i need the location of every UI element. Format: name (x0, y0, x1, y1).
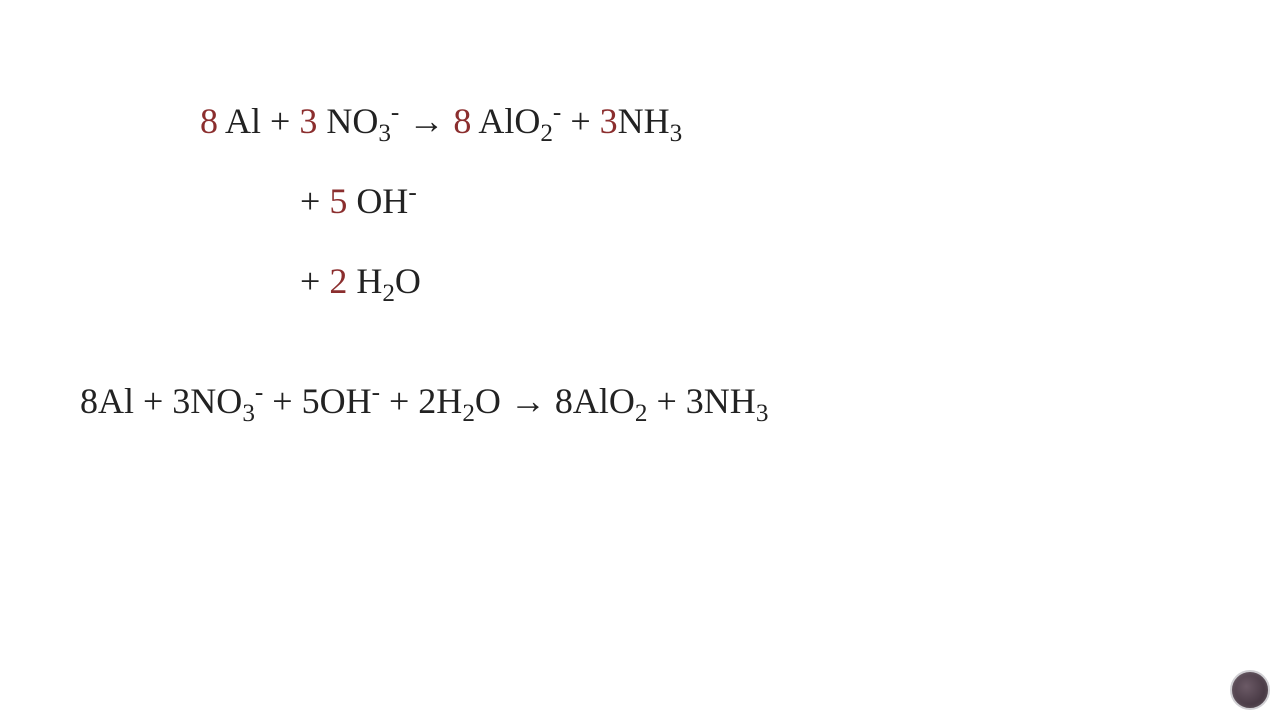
coef: 2 (329, 261, 347, 301)
corner-ornament-icon (1230, 670, 1270, 710)
txt: NO (317, 101, 378, 141)
txt: O (395, 261, 421, 301)
txt: Al + (218, 101, 299, 141)
coef: 3 (299, 101, 317, 141)
txt: 8Al + 3NO (80, 381, 242, 421)
coef: 8 (200, 101, 218, 141)
coef: 3 (600, 101, 618, 141)
txt: H (347, 261, 382, 301)
arrow: → (399, 101, 453, 141)
txt: + (300, 261, 329, 301)
equation-line-2: + 5 OH- (300, 180, 417, 223)
txt: NH (618, 101, 670, 141)
slide-canvas: 8 Al + 3 NO3- → 8 AlO2- + 3NH3 + 5 OH- +… (0, 0, 1280, 720)
sub: 2 (382, 280, 395, 307)
equation-line-4: 8Al + 3NO3- + 5OH- + 2H2O → 8AlO2 + 3NH3 (80, 380, 768, 423)
coef: 5 (329, 181, 347, 221)
sup: - (408, 179, 416, 206)
sub: 3 (670, 120, 683, 147)
equation-line-1: 8 Al + 3 NO3- → 8 AlO2- + 3NH3 (200, 100, 682, 143)
sub: 3 (242, 400, 255, 427)
txt: O → 8AlO (475, 381, 635, 421)
equation-line-3: + 2 H2O (300, 260, 421, 303)
txt: + 2H (380, 381, 462, 421)
sup: - (372, 379, 380, 406)
txt: + 3NH (648, 381, 756, 421)
sub: 2 (540, 120, 553, 147)
txt: AlO (471, 101, 540, 141)
sub: 3 (378, 120, 391, 147)
sub: 3 (756, 400, 769, 427)
coef: 8 (453, 101, 471, 141)
txt: + (561, 101, 599, 141)
txt: + (300, 181, 329, 221)
txt: OH (347, 181, 408, 221)
txt: + 5OH (263, 381, 371, 421)
sub: 2 (462, 400, 475, 427)
sub: 2 (635, 400, 648, 427)
